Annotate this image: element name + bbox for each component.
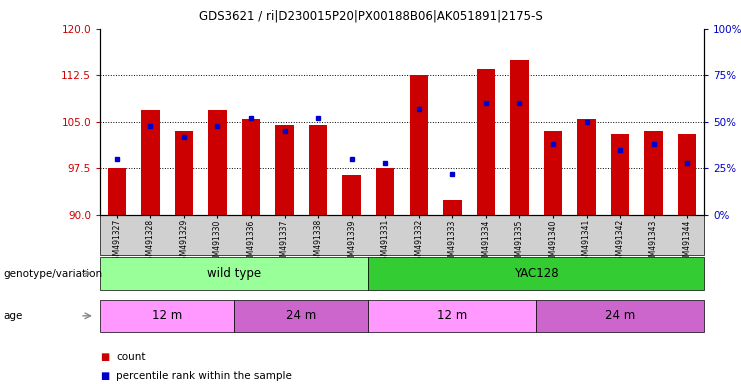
Bar — [175, 131, 193, 215]
Text: 12 m: 12 m — [437, 310, 468, 322]
Text: percentile rank within the sample: percentile rank within the sample — [116, 371, 292, 381]
Bar — [645, 131, 663, 215]
Bar — [443, 200, 462, 215]
Bar — [376, 169, 394, 215]
Bar — [611, 134, 629, 215]
Text: 24 m: 24 m — [286, 310, 316, 322]
Bar — [107, 169, 126, 215]
Bar — [342, 175, 361, 215]
Text: GDS3621 / ri|D230015P20|PX00188B06|AK051891|2175-S: GDS3621 / ri|D230015P20|PX00188B06|AK051… — [199, 10, 542, 23]
Text: ■: ■ — [100, 352, 109, 362]
Bar — [276, 125, 293, 215]
Bar — [678, 134, 697, 215]
Text: ■: ■ — [100, 371, 109, 381]
Bar — [577, 119, 596, 215]
Bar — [309, 125, 328, 215]
Bar — [410, 75, 428, 215]
Bar — [242, 119, 260, 215]
Bar — [511, 60, 528, 215]
Text: count: count — [116, 352, 146, 362]
Text: age: age — [4, 311, 23, 321]
Text: YAC128: YAC128 — [514, 267, 559, 280]
Bar — [141, 109, 159, 215]
Text: wild type: wild type — [207, 267, 262, 280]
Text: 12 m: 12 m — [152, 310, 182, 322]
Text: 24 m: 24 m — [605, 310, 635, 322]
Text: genotype/variation: genotype/variation — [4, 268, 103, 279]
Bar — [208, 109, 227, 215]
Bar — [544, 131, 562, 215]
Bar — [476, 69, 495, 215]
